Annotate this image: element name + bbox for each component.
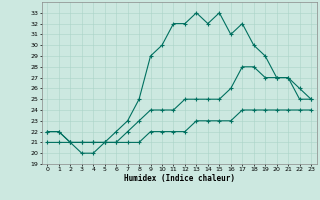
X-axis label: Humidex (Indice chaleur): Humidex (Indice chaleur) (124, 174, 235, 183)
